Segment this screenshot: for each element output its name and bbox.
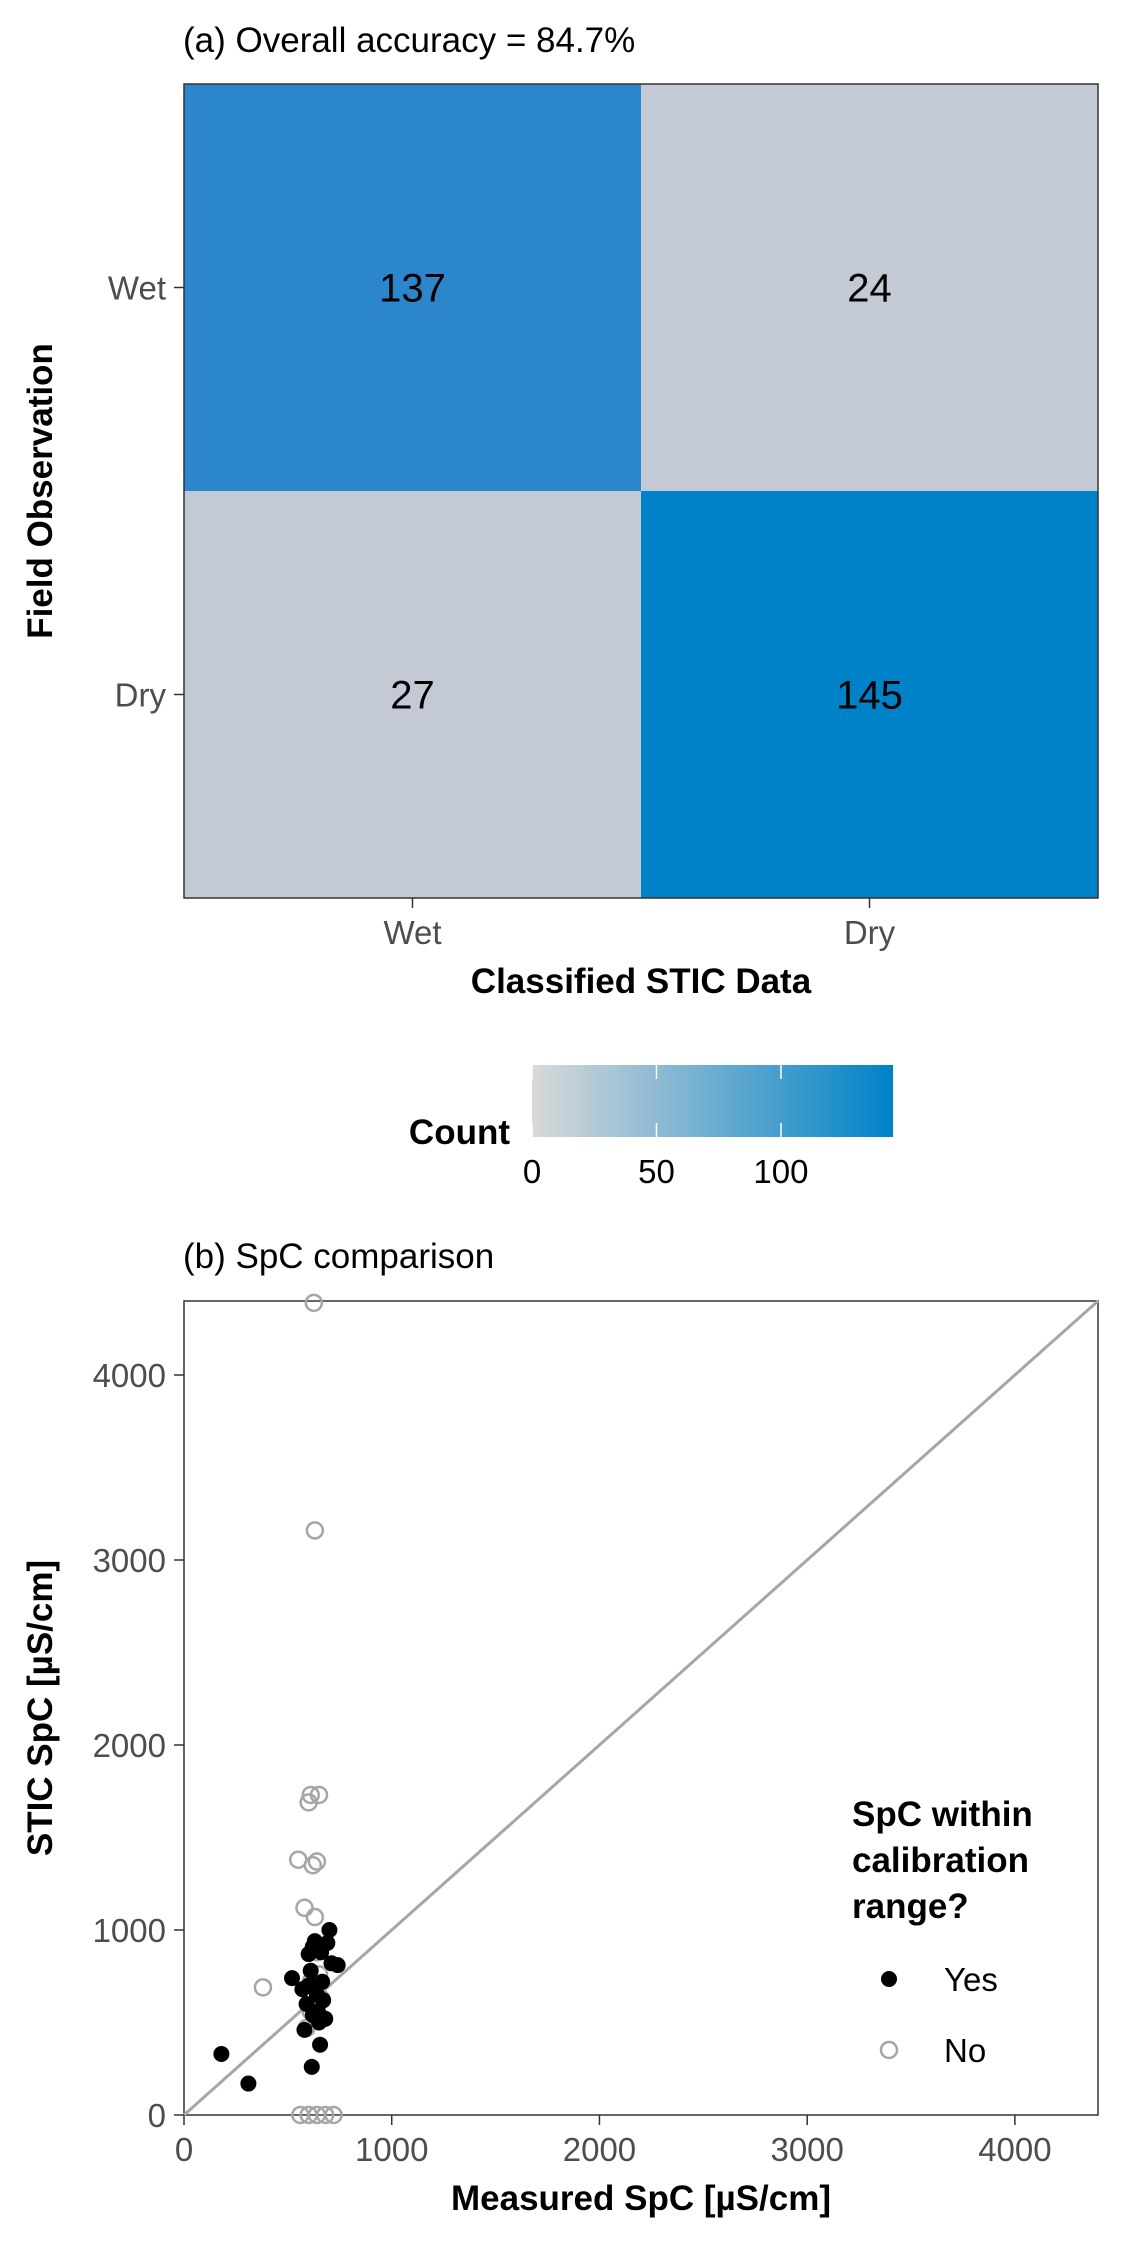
legend-label-yes: Yes <box>944 1961 998 1998</box>
heatmap-cell-value: 27 <box>390 674 435 718</box>
colorbar-tick-label: 50 <box>638 1153 675 1190</box>
scatter-point-yes <box>304 2007 321 2024</box>
scatter-x-tick-label: 0 <box>175 2131 193 2168</box>
scatter-y-tick-label: 0 <box>148 2097 166 2134</box>
colorbar-tick-label: 0 <box>523 1153 541 1190</box>
heatmap-border <box>183 83 1099 899</box>
scatter-point-no <box>253 1978 273 1997</box>
legend-title-line-2: calibration <box>852 1841 1029 1880</box>
heatmap-y-tick-label: Dry <box>115 677 167 714</box>
scatter-x-tick-label: 3000 <box>770 2131 843 2168</box>
scatter-point-no <box>309 1785 329 1805</box>
colorbar-tick-label: 100 <box>753 1153 808 1190</box>
scatter-y-tick-label: 4000 <box>93 1357 166 1394</box>
heatmap-x-axis-title: Classified STIC Data <box>471 962 812 1001</box>
heatmap-cell-wet-dry <box>641 84 1098 491</box>
heatmap-cell-value: 137 <box>379 267 446 311</box>
scatter-point-no <box>301 1785 320 1805</box>
scatter-point-yes <box>319 1934 336 1951</box>
panel-b-title: (b) SpC comparison <box>183 1237 494 1276</box>
legend-title-line-1: SpC within <box>852 1795 1033 1834</box>
heatmap-cell-dry-wet <box>184 491 641 898</box>
heatmap-cells: 137 24 27 145 <box>184 84 1098 898</box>
scatter-point-no <box>316 2105 335 2125</box>
scatter-point-yes <box>315 1992 332 2009</box>
scatter-point-no <box>324 2105 343 2125</box>
heatmap-y-axis-title: Field Observation <box>21 343 60 639</box>
scatter-point-yes <box>300 1977 317 1994</box>
scatter-point-no <box>295 1898 314 1918</box>
scatter-point-yes <box>284 1970 301 1987</box>
colorbar-legend: Count 0 50 100 <box>409 1065 893 1190</box>
scatter-axes: 0 1000 2000 3000 4000 0 1000 2000 3000 4000 <box>93 1357 1052 2168</box>
heatmap-cell-wet-wet <box>184 84 641 491</box>
legend-key-yes <box>881 1971 897 1987</box>
scatter-point-yes <box>296 2021 313 2038</box>
scatter-point-yes <box>312 2036 329 2053</box>
scatter-points <box>213 1293 346 2125</box>
scatter-point-no <box>307 1852 327 1871</box>
scatter-y-tick-label: 3000 <box>93 1542 166 1579</box>
scatter-y-axis-title: STIC SpC [µS/cm] <box>21 1560 60 1856</box>
colorbar-title: Count <box>409 1113 510 1152</box>
heatmap-cell-value: 145 <box>836 674 903 718</box>
one-to-one-line <box>183 1299 1099 2117</box>
heatmap-x-tick-label: Dry <box>844 914 896 951</box>
scatter-point-yes <box>321 1922 338 1938</box>
scatter-point-no <box>304 1293 324 1313</box>
legend-key-no <box>879 2040 899 2060</box>
scatter-y-tick-label: 2000 <box>93 1727 166 1764</box>
heatmap-cell-dry-dry <box>641 491 1098 898</box>
scatter-x-axis-title: Measured SpC [µS/cm] <box>451 2179 831 2218</box>
scatter-point-yes <box>303 2058 320 2075</box>
colorbar-gradient <box>532 1065 893 1137</box>
scatter-point-yes <box>314 1973 331 1990</box>
scatter-point-yes <box>329 1957 346 1974</box>
scatter-y-tick-label: 1000 <box>93 1912 166 1949</box>
scatter-panel: (b) SpC comparison 0 1000 2000 3000 4000 0 100… <box>21 1237 1099 2218</box>
colorbar-ticks: 0 50 100 <box>523 1065 808 1190</box>
scatter-point-yes <box>240 2075 257 2092</box>
scatter-point-no <box>303 1856 323 1875</box>
scatter-point-no <box>305 1521 325 1540</box>
scatter-point-no <box>305 1907 325 1927</box>
scatter-x-tick-label: 4000 <box>978 2131 1051 2168</box>
scatter-point-yes <box>213 2045 230 2062</box>
scatter-point-yes <box>317 2010 334 2027</box>
scatter-point-yes <box>302 1962 319 1979</box>
scatter-legend: SpC within calibration range? Yes No <box>852 1795 1033 2069</box>
panel-a-title: (a) Overall accuracy = 84.7% <box>183 21 635 60</box>
heatmap-y-tick-label: Wet <box>108 270 166 307</box>
heatmap-x-tick-label: Wet <box>383 914 441 951</box>
heatmap-cell-value: 24 <box>847 267 892 311</box>
scatter-x-tick-label: 2000 <box>563 2131 636 2168</box>
scatter-x-tick-label: 1000 <box>355 2131 428 2168</box>
legend-label-no: No <box>944 2032 986 2069</box>
heatmap-axes: Wet Dry Wet Dry <box>108 270 896 952</box>
legend-title-line-3: range? <box>852 1887 969 1926</box>
